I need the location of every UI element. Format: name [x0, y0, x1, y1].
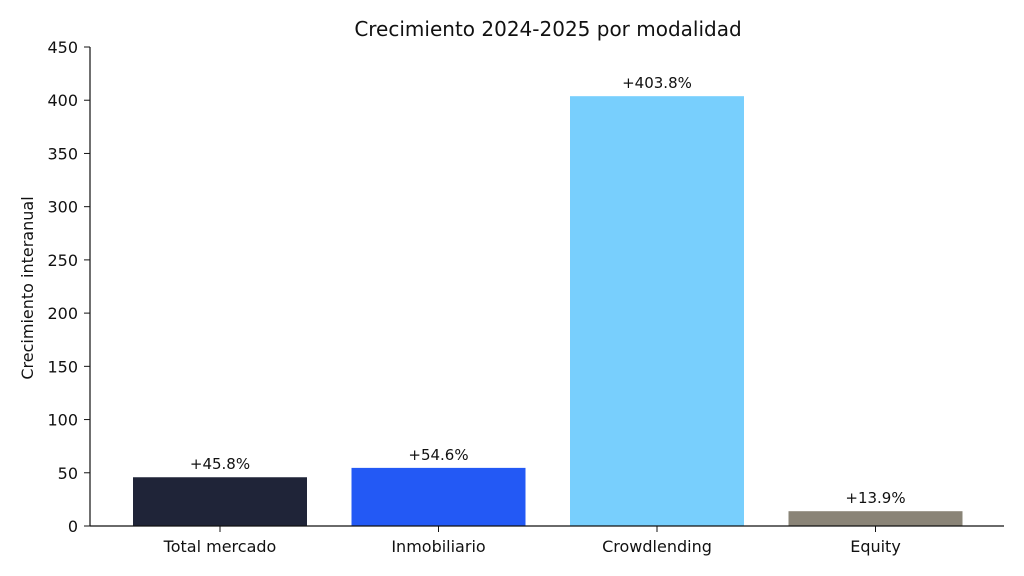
bar-data-label: +403.8%	[622, 74, 692, 92]
y-axis-ticks: 0 50 100 150 200 250 300 350 400 450	[47, 38, 90, 536]
y-tick-label: 350	[47, 144, 78, 163]
bar	[788, 511, 963, 526]
x-tick-label: Crowdlending	[602, 537, 712, 556]
bar	[351, 467, 526, 526]
y-tick-label: 400	[47, 91, 78, 110]
y-tick-label: 450	[47, 38, 78, 57]
x-tick-label: Inmobiliario	[391, 537, 485, 556]
y-tick-label: 0	[68, 517, 78, 536]
y-tick-label: 150	[47, 357, 78, 376]
y-tick-label: 250	[47, 251, 78, 270]
y-axis-label: Crecimiento interanual	[18, 196, 37, 379]
bar-data-label: +54.6%	[408, 446, 468, 464]
x-tick-label: Total mercado	[163, 537, 277, 556]
chart-title: Crecimiento 2024-2025 por modalidad	[354, 17, 741, 41]
y-tick-label: 200	[47, 304, 78, 323]
bar	[133, 477, 307, 526]
x-axis-ticks: Total mercado Inmobiliario Crowdlending Equ…	[163, 526, 901, 556]
bar-data-label: +45.8%	[190, 455, 250, 473]
y-tick-label: 50	[58, 464, 78, 483]
bar-data-label: +13.9%	[845, 489, 905, 507]
y-tick-label: 300	[47, 198, 78, 217]
bar	[570, 96, 744, 526]
x-tick-label: Equity	[850, 537, 901, 556]
bars-group: +45.8% +54.6% +403.8% +13.9%	[133, 74, 963, 526]
y-tick-label: 100	[47, 411, 78, 430]
